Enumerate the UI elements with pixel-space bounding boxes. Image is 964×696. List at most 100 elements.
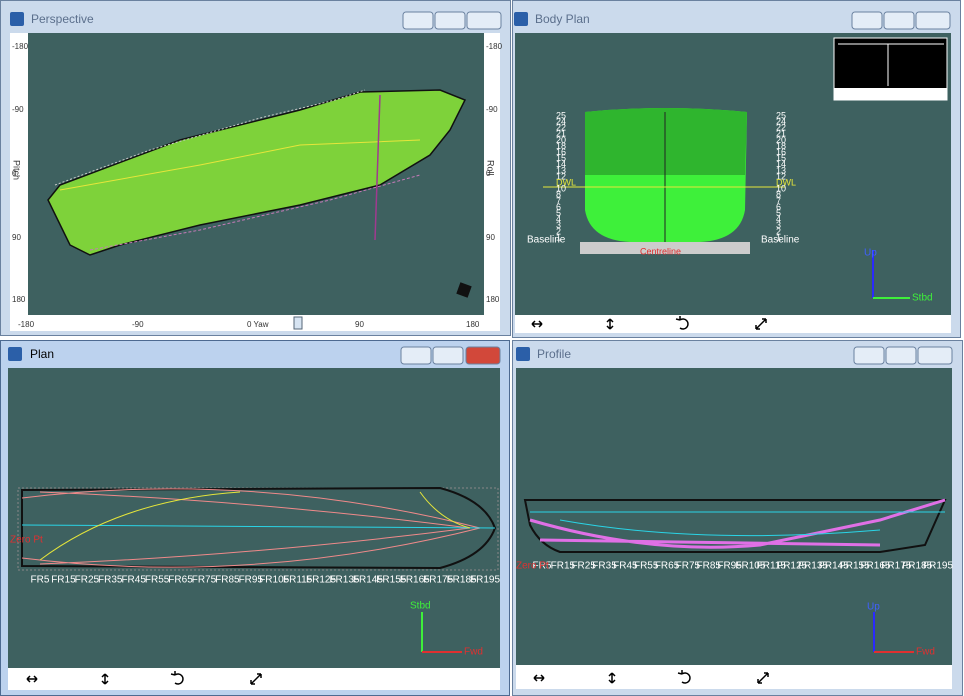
waterline-label: 5	[776, 208, 781, 218]
frame-label: FR85	[215, 575, 240, 586]
frame-label: FR15	[51, 575, 76, 586]
waterline-label: 22	[776, 123, 786, 133]
frame-label: FR95	[717, 561, 742, 572]
frame-label: FR5	[31, 575, 50, 586]
zoom-tool[interactable]	[755, 318, 767, 330]
roll-tick-label: 90	[486, 233, 495, 242]
waterline-label: 4	[556, 214, 561, 224]
waterline-label: 12	[776, 171, 786, 181]
frame-label: FR195	[470, 575, 500, 586]
minimize-button[interactable]	[851, 11, 883, 30]
frame-label: FR145	[353, 575, 383, 586]
yaw-slider[interactable]	[293, 316, 303, 330]
pan-vertical-tool[interactable]	[101, 673, 109, 685]
frame-label: FR135	[798, 561, 828, 572]
waterline-label: 4	[776, 214, 781, 224]
maximize-button[interactable]	[432, 346, 464, 365]
pitch-label: Pitch	[12, 160, 22, 180]
frame-label: FR115	[283, 575, 313, 586]
perspective-hull	[47, 89, 472, 298]
window-icon	[516, 347, 530, 361]
frame-label: FR195	[923, 561, 953, 572]
frame-label: FR105	[259, 575, 289, 586]
waterline-label: 3	[776, 220, 781, 230]
rotate-tool[interactable]	[675, 316, 689, 330]
frame-label: FR75	[192, 575, 217, 586]
maximize-button[interactable]	[434, 11, 466, 30]
frame-label: FR185	[902, 561, 932, 572]
roll-tick-label: 0	[486, 169, 491, 178]
pitch-tick-label: 180	[12, 295, 26, 304]
waterline-label: 2	[556, 226, 561, 236]
frame-label: FR165	[400, 575, 430, 586]
pan-horizontal-tool[interactable]	[531, 320, 543, 328]
maximize-button[interactable]	[885, 346, 917, 365]
baseline-label: Baseline	[527, 235, 566, 246]
close-button[interactable]	[917, 346, 953, 365]
pan-vertical-tool[interactable]	[606, 318, 614, 330]
yaw-tick-label: -90	[132, 320, 144, 329]
frame-label: FR135	[329, 575, 359, 586]
pitch-ruler	[10, 33, 28, 315]
minimize-button[interactable]	[402, 11, 434, 30]
roll-label: Roll	[486, 160, 496, 176]
waterline-label: 7	[776, 196, 781, 206]
bodyplan-hull	[543, 37, 948, 299]
waterline-label: 20	[556, 135, 566, 145]
frame-label: FR45	[121, 575, 146, 586]
frame-label: FR175	[881, 561, 911, 572]
waterline-label: 6	[776, 202, 781, 212]
frame-label: FR25	[571, 561, 596, 572]
close-button[interactable]	[466, 11, 502, 30]
minimize-button[interactable]	[853, 346, 885, 365]
frame-label: FR155	[840, 561, 870, 572]
window-title: Perspective	[31, 12, 94, 26]
window-title: Profile	[537, 347, 571, 361]
profile-toolbar	[516, 665, 952, 689]
frame-label: FR75	[676, 561, 701, 572]
maximize-button[interactable]	[883, 11, 915, 30]
frame-label: FR145	[819, 561, 849, 572]
frame-label: FR155	[376, 575, 406, 586]
plan-toolbar	[8, 668, 500, 690]
axis-label: Fwd	[916, 647, 935, 658]
waterline-label: 18	[556, 141, 566, 151]
close-button[interactable]	[465, 346, 501, 365]
frame-label: FR105	[735, 561, 765, 572]
window-icon	[10, 12, 24, 26]
zoom-tool[interactable]	[757, 672, 769, 684]
waterline-label: 20	[776, 135, 786, 145]
centreline-label: Centreline	[640, 246, 681, 256]
pan-horizontal-tool[interactable]	[26, 675, 38, 683]
waterline-label: DWL	[776, 177, 796, 187]
frame-label: FR5	[533, 561, 552, 572]
frame-label: FR35	[98, 575, 123, 586]
minimize-button[interactable]	[400, 346, 432, 365]
frame-label: FR165	[860, 561, 890, 572]
frame-label: FR55	[634, 561, 659, 572]
frame-label: FR55	[145, 575, 170, 586]
rotate-tool[interactable]	[677, 670, 691, 684]
zoom-tool[interactable]	[250, 673, 262, 685]
waterline-label: 10	[556, 184, 566, 194]
waterline-label: 14	[776, 159, 786, 169]
waterline-label: 15	[556, 153, 566, 163]
waterline-label: 8	[556, 190, 561, 200]
close-button[interactable]	[915, 11, 951, 30]
frame-label: FR25	[75, 575, 100, 586]
waterline-label: 7	[556, 196, 561, 206]
pan-vertical-tool[interactable]	[608, 672, 616, 684]
rotate-tool[interactable]	[170, 671, 184, 685]
waterline-label: 12	[556, 171, 566, 181]
waterline-label: 24	[556, 116, 566, 126]
frame-label: FR65	[655, 561, 680, 572]
pitch-tick-label: -180	[12, 42, 29, 51]
axis-label: Fwd	[464, 647, 483, 658]
yaw-tick-label: 90	[355, 320, 364, 329]
baseline-label: Baseline	[761, 235, 800, 246]
yaw-tick-label: 0 Yaw	[247, 320, 269, 329]
pan-horizontal-tool[interactable]	[533, 674, 545, 682]
zero-label: Zero Pt	[516, 561, 549, 572]
frame-label: FR125	[777, 561, 807, 572]
